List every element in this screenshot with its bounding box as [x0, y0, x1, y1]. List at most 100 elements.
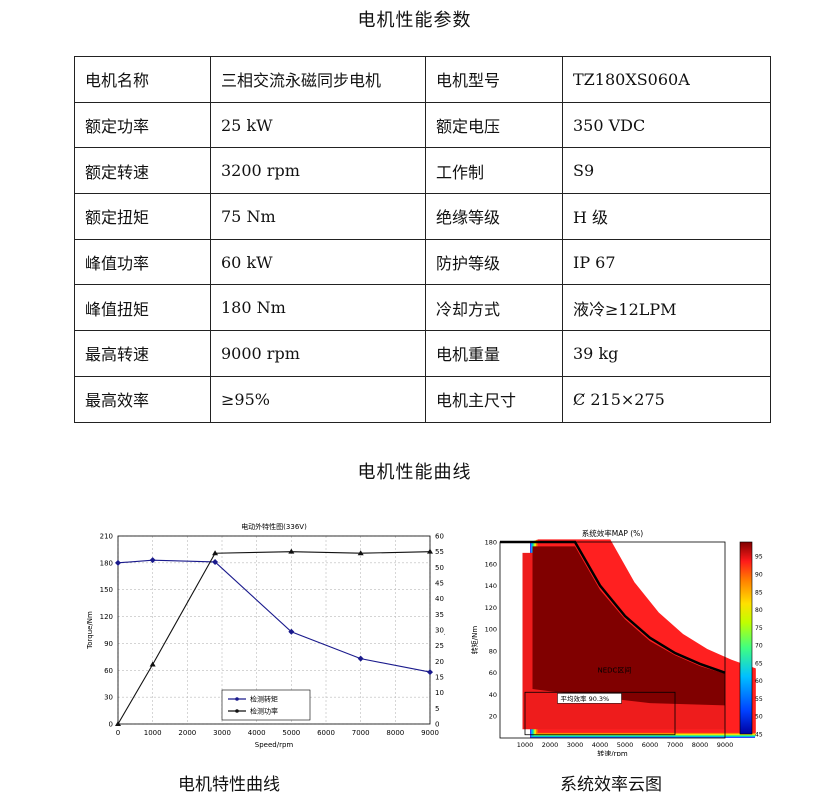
y2-tick-label: 45	[435, 580, 444, 588]
y-axis-label: Torque/Nm	[86, 611, 94, 650]
spec-value: Ȼ 215×275	[562, 375, 771, 423]
colorbar-tick-label: 60	[755, 678, 763, 685]
y-tick-label: 0	[109, 721, 113, 729]
x-axis-label: Speed/rpm	[255, 741, 294, 749]
spec-label: 峰值功率	[74, 238, 211, 286]
page-title: 电机性能参数	[357, 10, 472, 31]
efficiency-core-zone	[532, 546, 725, 706]
colorbar-tick-label: 80	[755, 607, 763, 614]
spec-label: 额定扭矩	[74, 193, 211, 240]
avg-eff-box	[557, 693, 622, 704]
y-tick-label: 160	[485, 560, 497, 568]
colorbar-tick-label: 45	[755, 732, 763, 739]
y2-tick-label: 55	[435, 548, 444, 556]
table-row: 峰值功率 60 kW 防护等级 IP 67	[74, 238, 771, 286]
y-tick-label: 30	[104, 694, 113, 702]
x-tick-label: 0	[116, 729, 120, 737]
x-tick-label: 7000	[667, 741, 684, 749]
y-tick-label: 60	[104, 667, 113, 675]
efficiency-map-chart: 系统效率MAP (%) NEDC区间平均效率 90.3% 1000 2000 3000 4…	[470, 526, 770, 758]
spec-label: 最高效率	[74, 375, 211, 423]
spec-value: ≥95%	[210, 375, 426, 423]
y2-tick-label: 15	[435, 674, 444, 682]
table-row: 最高转速 9000 rpm 电机重量 39 kg	[74, 330, 771, 377]
x-tick-label: 5000	[617, 741, 634, 749]
y-tick-label: 60	[489, 669, 497, 677]
spec-value: 39 kg	[562, 330, 771, 377]
data-point	[357, 655, 364, 662]
y2-tick-label: 50	[435, 564, 444, 572]
spec-value: 180 Nm	[210, 284, 426, 332]
data-point	[288, 548, 295, 554]
data-point	[427, 669, 433, 676]
spec-value: 60 kW	[210, 238, 426, 286]
y2-tick-label: 20	[435, 658, 444, 666]
spec-value: 75 Nm	[210, 193, 426, 240]
spec-value: 350 VDC	[562, 101, 771, 149]
spec-value: 25 kW	[210, 101, 426, 149]
spec-value: S9	[562, 147, 771, 195]
data-point	[357, 550, 364, 556]
avg-eff-label: 平均效率 90.3%	[561, 694, 610, 703]
series-line-2	[117, 551, 431, 725]
spec-label: 额定功率	[74, 101, 211, 149]
y-tick-label: 90	[104, 640, 113, 648]
motor-spec-table: 电机名称 三相交流永磁同步电机 电机型号 TZ180XS060A 额定功率 25 kW 额定…	[74, 56, 771, 423]
y-tick-label: 140	[485, 582, 497, 590]
colorbar-tick-label: 95	[755, 554, 763, 561]
y2-tick-label: 10	[435, 689, 444, 697]
x-tick-label: 3000	[567, 741, 584, 749]
spec-value: 三相交流永磁同步电机	[210, 56, 426, 103]
table-row: 电机名称 三相交流永磁同步电机 电机型号 TZ180XS060A	[74, 56, 771, 103]
spec-value: H 级	[562, 193, 771, 240]
plot-frame	[117, 535, 431, 725]
y2-tick-label: 0	[435, 721, 439, 729]
spec-label: 电机型号	[425, 56, 563, 103]
x-tick-label: 4000	[592, 741, 609, 749]
spec-value: 液冷≥12LPM	[562, 284, 771, 332]
x-tick-label: 1000	[517, 741, 534, 749]
nedc-label: NEDC区间	[598, 667, 632, 675]
section-title: 电机性能曲线	[357, 462, 472, 483]
nedc-box	[524, 691, 676, 736]
spec-label: 额定转速	[74, 147, 211, 195]
colorbar	[739, 541, 753, 735]
y2-tick-label: 35	[435, 611, 444, 619]
legend-marker	[235, 709, 239, 713]
x-tick-label: 8000	[386, 729, 404, 737]
legend-label: 检测转矩	[250, 695, 278, 704]
torque-envelope	[500, 540, 726, 674]
colorbar-tick-label: 75	[755, 625, 763, 632]
plot-frame	[499, 541, 726, 739]
chart-title: 系统效率MAP (%)	[582, 528, 644, 538]
data-point	[212, 550, 219, 556]
table-row: 额定转速 3200 rpm 工作制 S9	[74, 147, 771, 195]
x-tick-label: 8000	[692, 741, 709, 749]
data-point	[212, 558, 219, 565]
data-point	[115, 721, 121, 726]
colorbar-tick-label: 85	[755, 589, 763, 596]
spec-label: 工作制	[425, 147, 563, 195]
y-tick-label: 20	[489, 713, 497, 721]
y-tick-label: 40	[489, 691, 497, 699]
y-axis-label: 转矩/Nm	[470, 626, 479, 655]
legend-box	[221, 689, 311, 721]
table-row: 峰值扭矩 180 Nm 冷却方式 液冷≥12LPM	[74, 284, 771, 332]
table-row: 额定扭矩 75 Nm 绝缘等级 H 级	[74, 193, 771, 240]
y-tick-label: 150	[100, 586, 113, 594]
x-tick-label: 3000	[213, 729, 231, 737]
spec-value: 9000 rpm	[210, 330, 426, 377]
table-row: 额定功率 25 kW 额定电压 350 VDC	[74, 101, 771, 149]
spec-label: 冷却方式	[425, 284, 563, 332]
x-tick-label: 9000	[421, 729, 439, 737]
y-tick-label: 80	[489, 647, 497, 655]
legend-marker	[235, 697, 239, 701]
spec-label: 最高转速	[74, 330, 211, 377]
spec-label: 电机重量	[425, 330, 563, 377]
x-tick-label: 2000	[542, 741, 559, 749]
x-tick-label: 9000	[717, 741, 734, 749]
characteristic-chart-svg: 电动外特性图(336V)0 1000 2000 3000 4000 5000 6000 700…	[86, 522, 451, 749]
caption-efficiency: 系统效率云图	[560, 775, 662, 795]
y-tick-label: 180	[485, 539, 497, 547]
